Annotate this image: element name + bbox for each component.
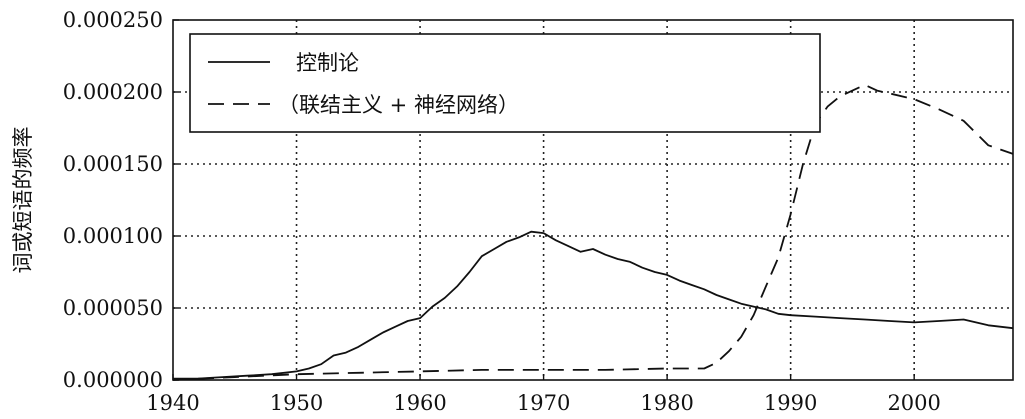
- x-tick-label: 1960: [393, 391, 446, 415]
- legend: 控制论 （联结主义 + 神经网络）: [189, 33, 821, 133]
- x-tick-label: 1980: [640, 391, 693, 415]
- y-tick-label: 0.000050: [63, 296, 163, 320]
- plot-area-frame: [172, 19, 1014, 381]
- x-tick-label: 2000: [887, 391, 940, 415]
- series-line-1: [173, 230, 1014, 380]
- legend-label-series-1: 控制论: [296, 51, 359, 75]
- y-tick-label: 0.000250: [63, 8, 163, 32]
- y-tick-label: 0.000150: [63, 152, 163, 176]
- x-tick-label: 1970: [517, 391, 570, 415]
- axis-ticks: 1940 1950 1960 1970 1980 1990 2000 0.000000 0.00…: [63, 8, 941, 415]
- series-group: [172, 83, 1014, 381]
- x-tick-label: 1940: [146, 391, 199, 415]
- y-tick-label: 0.000100: [63, 224, 163, 248]
- y-tick-label: 0.000200: [63, 80, 163, 104]
- x-tick-label: 1950: [270, 391, 323, 415]
- y-tick-label: 0.000000: [63, 368, 163, 392]
- y-axis-label: 词或短语的频率: [11, 127, 35, 274]
- legend-label-series-2: （联结主义 + 神经网络）: [278, 93, 519, 117]
- x-tick-label: 1990: [764, 391, 817, 415]
- legend-box: [189, 33, 821, 133]
- series-line-2: [172, 83, 1014, 381]
